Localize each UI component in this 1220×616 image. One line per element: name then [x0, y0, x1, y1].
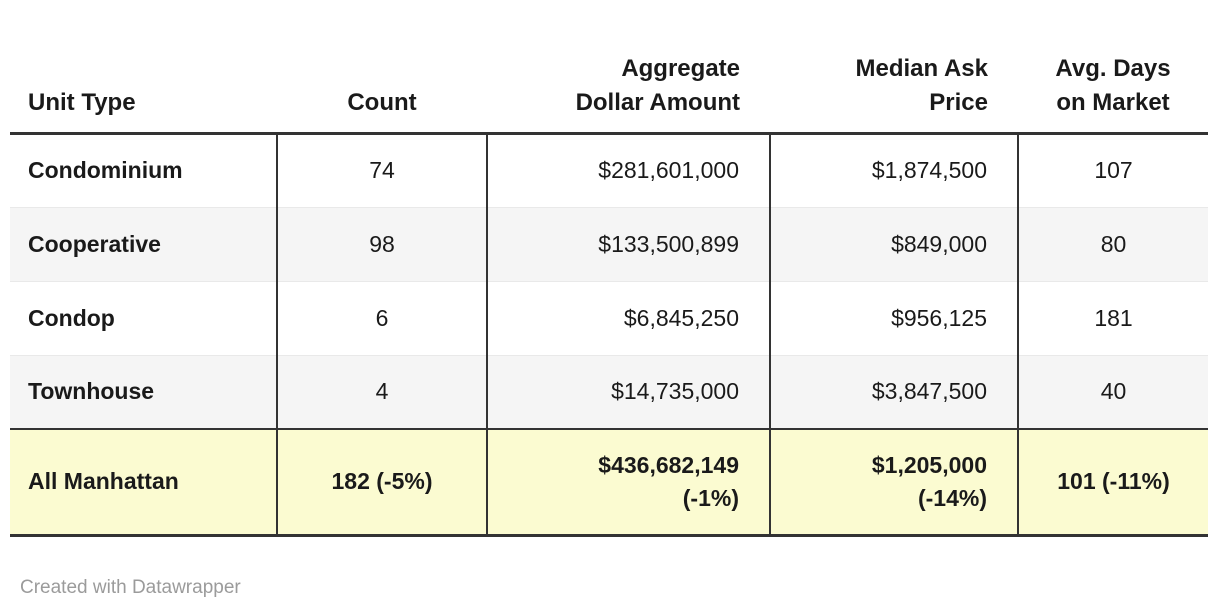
column-header-label: Aggregate	[621, 54, 740, 82]
table-header: Unit Type Count Aggregate Dollar Amount …	[10, 28, 1208, 133]
column-header-count: Count	[277, 28, 487, 133]
table-cell: 181	[1017, 280, 1208, 355]
total-median-value: $1,205,000	[871, 451, 987, 478]
table-cell: $133,500,899	[486, 206, 770, 281]
table-cell: $14,735,000	[486, 354, 770, 429]
table-cell: $6,845,250	[486, 280, 770, 355]
table-cell: 80	[1017, 206, 1208, 281]
table-cell: $849,000	[769, 206, 1018, 281]
column-header-avg-days-on-market: Avg. Days on Market	[1018, 28, 1208, 133]
table-cell: $1,874,500	[769, 133, 1018, 207]
row-label: Condominium	[28, 157, 183, 183]
total-cell-median: $1,205,000 (-14%)	[769, 428, 1018, 537]
column-header-label: Avg. Days	[1055, 54, 1171, 82]
total-aggregate-change: (-1%)	[682, 484, 739, 511]
column-header-label: Count	[347, 88, 417, 116]
row-label: Townhouse	[10, 354, 277, 429]
column-header-label: on Market	[1056, 88, 1170, 116]
column-header-label: Dollar Amount	[575, 88, 740, 116]
table-cell: 74	[276, 133, 487, 207]
table-row-condominium: Condominium 74 $281,601,000 $1,874,500 1…	[10, 133, 1208, 207]
table-cell: 4	[276, 354, 487, 429]
datawrapper-table-chart: Unit Type Count Aggregate Dollar Amount …	[10, 28, 1208, 598]
row-label: Condop	[10, 280, 277, 355]
table-cell: $3,847,500	[769, 354, 1018, 429]
table-cell: 40	[1017, 354, 1208, 429]
column-header-label: Price	[929, 88, 988, 116]
datawrapper-credit-link[interactable]: Created with Datawrapper	[20, 576, 241, 598]
total-row-label: All Manhattan	[10, 428, 277, 537]
total-cell-aggregate: $436,682,149 (-1%)	[486, 428, 770, 537]
total-cell-days: 101 (-11%)	[1017, 428, 1208, 537]
table-cell: 98	[276, 206, 487, 281]
total-aggregate-value: $436,682,149	[598, 451, 739, 478]
table-cell: 107	[1017, 133, 1208, 207]
total-cell-count: 182 (-5%)	[276, 428, 487, 537]
column-header-median-ask-price: Median Ask Price	[770, 28, 1018, 133]
table-cell: $281,601,000	[486, 133, 770, 207]
column-header-unit-type: Unit Type	[10, 28, 277, 133]
table-body: Condominium 74 $281,601,000 $1,874,500 1…	[10, 133, 1208, 537]
table-row-all-manhattan-total: All Manhattan 182 (-5%) $436,682,149 (-1…	[10, 428, 1208, 537]
column-header-label: Median Ask	[855, 54, 988, 82]
table-cell: 6	[276, 280, 487, 355]
column-header-label: Unit Type	[28, 88, 136, 116]
table-row-cooperative: Cooperative 98 $133,500,899 $849,000 80	[10, 206, 1208, 281]
row-label: Cooperative	[10, 206, 277, 281]
table-row-condop: Condop 6 $6,845,250 $956,125 181	[10, 280, 1208, 355]
table-cell: $956,125	[769, 280, 1018, 355]
unit-type-table: Unit Type Count Aggregate Dollar Amount …	[10, 28, 1208, 537]
total-median-change: (-14%)	[917, 484, 987, 511]
column-header-aggregate-dollar-amount: Aggregate Dollar Amount	[487, 28, 770, 133]
table-row-townhouse: Townhouse 4 $14,735,000 $3,847,500 40	[10, 354, 1208, 429]
